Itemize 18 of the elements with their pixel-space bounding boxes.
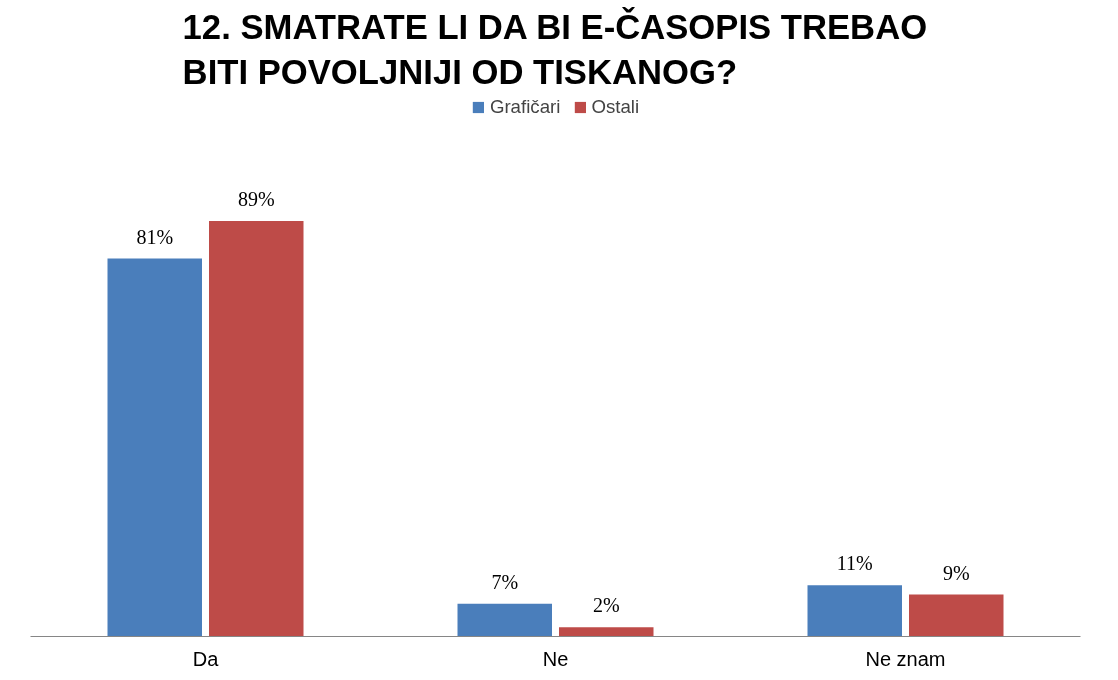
legend-label: Grafičari: [489, 96, 561, 118]
bar: [559, 627, 654, 637]
x-tick-label: Da: [192, 647, 220, 670]
bar: [457, 603, 552, 637]
x-tick-label: Ne znam: [865, 647, 946, 670]
legend-label: Ostali: [591, 96, 640, 118]
bar: [209, 221, 304, 637]
bar: [909, 594, 1004, 637]
data-label: 11%: [836, 552, 873, 575]
x-tick-label: Ne: [542, 647, 569, 670]
data-label: 9%: [942, 561, 970, 584]
data-label: 7%: [491, 571, 519, 594]
chart-title: 12. SMATRATE LI DA BI E-ČASOPIS TREBAO BITI POVOLJNIJI OD TISKANOG?: [182, 6, 928, 92]
data-label: 89%: [237, 188, 275, 211]
data-label: 2%: [592, 594, 620, 617]
data-label: 81%: [136, 225, 174, 248]
bar: [807, 585, 902, 637]
bar: [107, 258, 202, 637]
